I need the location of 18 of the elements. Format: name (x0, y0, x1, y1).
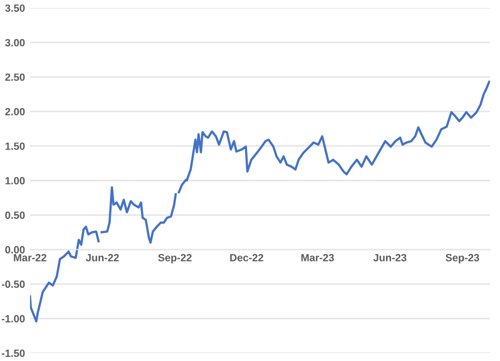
y-tick-label: 3.50 (5, 4, 25, 12)
y-tick-label: -1.00 (2, 315, 25, 322)
y-tick-label: 0.00 (5, 246, 25, 254)
y-tick-label: 0.50 (5, 212, 25, 219)
y-tick-label: -0.50 (2, 280, 25, 288)
x-tick-label: Jun-23 (373, 254, 406, 262)
y-tick-label: -1.50 (2, 350, 25, 357)
x-tick-label: Mar-23 (301, 254, 334, 262)
x-tick-label: Mar-22 (14, 254, 46, 262)
x-tick-label: Sep-22 (158, 254, 192, 264)
y-tick-label: 1.00 (6, 177, 25, 184)
y-tick-label: 2.00 (5, 108, 25, 116)
x-tick-label: Sep-23 (446, 254, 480, 264)
x-tick-label: Dec-22 (230, 254, 264, 262)
y-tick-label: 1.50 (6, 142, 25, 150)
x-tick-label: Jun-22 (86, 254, 119, 262)
y-tick-label: 3.00 (5, 38, 25, 46)
y-tick-label: 2.50 (5, 73, 25, 81)
